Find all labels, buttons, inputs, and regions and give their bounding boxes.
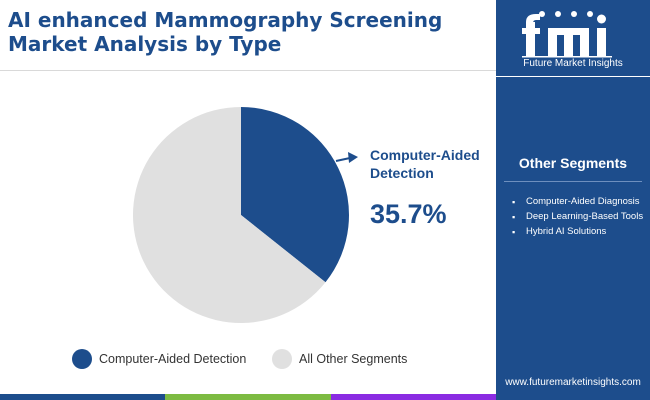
legend-label: Computer-Aided Detection (99, 352, 247, 366)
website-url: www.futuremarketinsights.com (505, 377, 641, 388)
fmi-logo (522, 11, 612, 58)
other-segments-list: ▪ Computer-Aided Diagnosis ▪ Deep Learning… (510, 196, 646, 241)
bullet-icon: ▪ (512, 197, 516, 207)
bottom-color-bar (0, 394, 496, 400)
bullet-icon: ▪ (512, 227, 516, 237)
list-item-label: Hybrid AI Solutions (526, 226, 607, 237)
bottom-bar-segment (330, 394, 496, 400)
pie-slices (133, 107, 350, 323)
legend-item-computer-aided-detection: Computer-Aided Detection (72, 348, 246, 370)
other-segments-title: Other Segments (518, 155, 628, 171)
callout-label: Computer-Aided Detection (370, 147, 480, 181)
page-title: AI enhanced Mammography Screening Market… (8, 8, 443, 56)
bottom-bar-segment (0, 394, 166, 400)
legend-item-all-other-segments: All Other Segments (272, 348, 407, 370)
bottom-bar-segment (165, 394, 331, 400)
legend-swatch-computer-aided-detection (72, 349, 92, 369)
list-item: ▪ Hybrid AI Solutions (510, 226, 646, 238)
list-item-label: Deep Learning-Based Tools (526, 211, 644, 222)
list-item: ▪ Deep Learning-Based Tools (510, 211, 646, 223)
callout-arrow (335, 152, 358, 163)
pie-slice-computer-aided-detection (241, 107, 350, 283)
legend-label: All Other Segments (299, 352, 408, 366)
list-item-label: Computer-Aided Diagnosis (526, 196, 640, 207)
logo-divider (496, 76, 650, 77)
other-segments-divider (504, 181, 642, 182)
logo-subtitle: Future Market Insights (523, 58, 623, 69)
bullet-icon: ▪ (512, 212, 516, 222)
pie-chart (133, 107, 358, 323)
callout-value: 35.7% (370, 199, 447, 229)
legend-swatch-all-other-segments (272, 349, 292, 369)
sidebar: Future Market Insights Other Segments ▪ C… (496, 0, 650, 400)
list-item: ▪ Computer-Aided Diagnosis (510, 196, 646, 208)
title-divider (0, 70, 496, 71)
pie-slice-all-other-segments (133, 107, 326, 323)
